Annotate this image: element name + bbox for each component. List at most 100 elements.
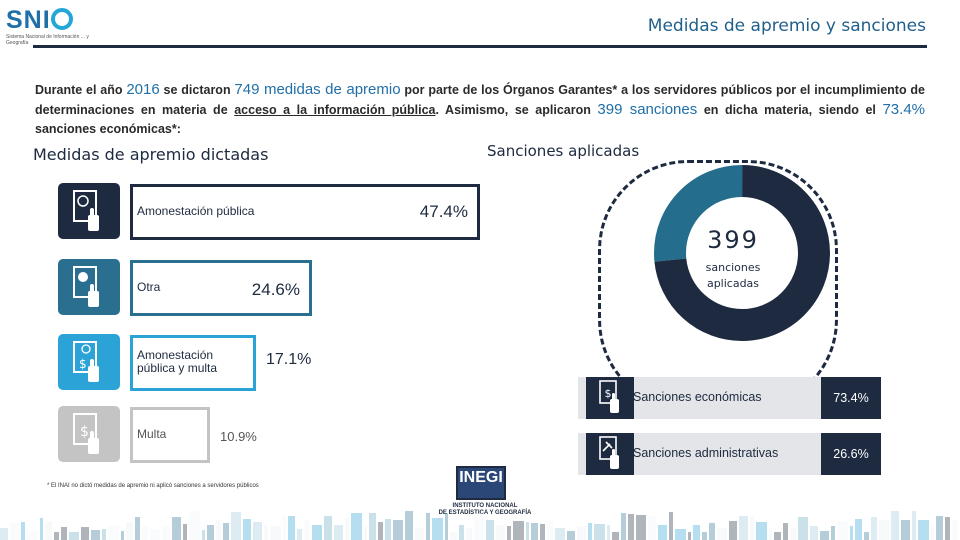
mosaic-tile — [216, 520, 221, 540]
mosaic-tile — [688, 532, 691, 540]
medida-bar: Amonestación pública y multa 17.1% — [130, 335, 311, 391]
mosaic-tile — [283, 515, 286, 540]
mosaic-tile — [693, 525, 700, 540]
inegi-acronym: INEGI — [456, 466, 506, 500]
mosaic-tile — [526, 522, 529, 540]
mosaic-tile — [253, 522, 262, 540]
mosaic-tile — [717, 528, 727, 540]
medida-bar: Otra 24.6% — [130, 260, 312, 316]
acceso-link-text: acceso a la información pública — [234, 103, 436, 117]
mosaic-tile — [21, 522, 25, 540]
mosaic-tile — [912, 511, 916, 540]
mosaic-tile — [231, 512, 241, 540]
sanciones-section-title: Sanciones aplicadas — [487, 142, 640, 160]
mosaic-tile — [901, 520, 910, 540]
mosaic-tile — [297, 529, 302, 540]
medida-bar-label: Amonestación pública y multa — [137, 348, 218, 375]
mosaic-tile — [891, 511, 899, 540]
mosaic-tile — [54, 532, 59, 540]
mosaic-tile — [432, 518, 443, 540]
mosaic-tile — [588, 523, 592, 540]
mosaic-tile — [415, 528, 424, 540]
mosaic-tile — [555, 528, 565, 540]
mosaic-tile — [364, 526, 367, 540]
mosaic-tile — [513, 521, 524, 540]
mosaic-tile — [540, 524, 545, 540]
mosaic-tile — [810, 526, 818, 540]
mosaic-tile — [783, 523, 788, 540]
page-title: Medidas de apremio y sanciones — [647, 16, 926, 36]
mosaic-tile — [798, 517, 808, 540]
mosaic-tile — [739, 516, 748, 540]
mosaic-tile — [426, 513, 430, 540]
logo-subtitle: Sistema Nacional de Información ... y Ge… — [6, 34, 89, 46]
medidas-section-title: Medidas de apremio dictadas — [33, 145, 269, 164]
mosaic-tile — [162, 526, 170, 540]
mosaic-tile — [496, 525, 505, 540]
legend-label: Sanciones administrativas — [633, 446, 779, 460]
donut-slice-administrativas — [654, 165, 830, 341]
mosaic-tile — [607, 525, 610, 540]
mosaic-tile — [547, 521, 553, 540]
mosaic-tile — [142, 526, 148, 540]
mosaic-tile — [135, 517, 140, 540]
mosaic-tile — [612, 532, 619, 540]
donut-total-label: sanciones aplicadas — [705, 261, 761, 290]
mosaic-tile — [577, 526, 586, 540]
mosaic-tile — [445, 513, 448, 540]
medida-bar-fill — [133, 187, 477, 237]
mosaic-tile — [871, 517, 877, 540]
inegi-line1: INSTITUTO NACIONAL — [452, 503, 518, 509]
mosaic-tile — [837, 521, 848, 540]
mosaic-tile — [931, 525, 934, 540]
mosaic-tile — [709, 523, 715, 540]
pct-highlight: 73.4% — [882, 101, 926, 118]
snieg-logo: SNI Sistema Nacional de Información ... … — [6, 6, 116, 58]
mosaic-tile — [756, 522, 767, 540]
mosaic-tile — [820, 531, 829, 540]
mosaic-tile — [952, 520, 958, 540]
mosaic-tile — [223, 523, 229, 540]
mosaic-tile — [450, 532, 457, 540]
mosaic-tile — [91, 530, 100, 540]
mosaic-tile — [750, 517, 754, 540]
mosaic-tile — [474, 513, 484, 540]
mosaic-tile — [774, 532, 781, 540]
medida-bar-fill — [133, 338, 253, 388]
medida-bar-label: Multa — [137, 427, 167, 441]
medida-bar-label: Amonestación pública — [137, 204, 255, 218]
intro-paragraph: Durante el año 2016 se dictaron 749 medi… — [35, 81, 926, 136]
medida-bar-label: Otra — [137, 280, 161, 294]
legend-value: 73.4% — [821, 377, 881, 419]
mosaic-tile — [567, 531, 575, 540]
mosaic-tile — [0, 528, 8, 540]
mosaic-tile — [594, 524, 605, 540]
mosaic-tile — [334, 525, 343, 540]
mosaic-tile — [102, 529, 106, 540]
mosaic-tile — [628, 514, 634, 540]
mosaic-tile — [69, 532, 79, 540]
mosaic-tile — [345, 518, 349, 540]
mosaic-tile — [855, 519, 862, 540]
mosaic-tile — [304, 520, 310, 540]
medida-bar-value: 24.6% — [251, 280, 300, 299]
mosaic-tile — [40, 518, 43, 540]
mosaic-tile — [702, 532, 707, 540]
mosaic-tile — [378, 522, 383, 540]
mosaic-tile — [393, 520, 403, 540]
medida-bar: Amonestación pública 47.4% — [130, 184, 480, 240]
document-globe-dollar-hand-icon: $ — [58, 334, 120, 390]
mosaic-tile — [61, 527, 67, 540]
mosaic-tile — [945, 517, 950, 540]
mosaic-tile — [486, 520, 494, 540]
mosaic-tile — [369, 513, 376, 540]
medida-bar-value: 17.1% — [266, 351, 312, 368]
mosaic-tile — [675, 529, 686, 540]
mosaic-tile — [769, 529, 772, 540]
mosaic-tile — [81, 527, 89, 540]
mosaic-tile — [189, 511, 200, 540]
inegi-line2: DE ESTADÍSTICA Y GEOGRAFÍA — [438, 510, 532, 516]
legend-label: Sanciones económicas — [633, 390, 762, 404]
decorative-mosaic-strip — [0, 511, 958, 540]
medida-bar-value: 47.4% — [419, 202, 468, 221]
